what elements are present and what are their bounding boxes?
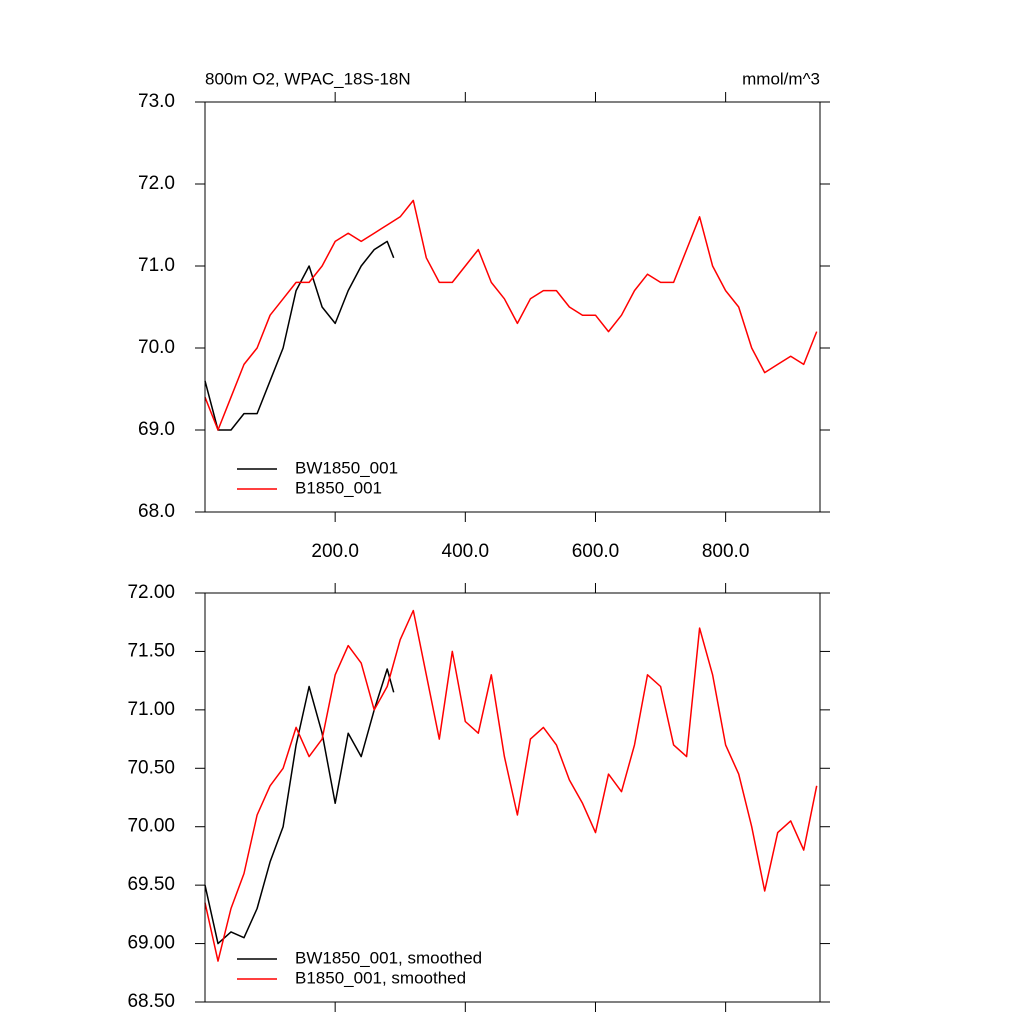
y-tick-label: 69.00: [127, 933, 175, 954]
x-tick-label: 800.0: [702, 541, 750, 562]
y-tick-label: 70.00: [127, 816, 175, 837]
y-tick-label: 70.50: [127, 757, 175, 778]
y-tick-label: 69.0: [138, 419, 175, 440]
legend-label: B1850_001, smoothed: [295, 968, 466, 987]
y-tick-label: 71.00: [127, 699, 175, 720]
y-tick-label: 69.50: [127, 874, 175, 895]
y-tick-label: 73.0: [138, 91, 175, 112]
data-line: [204, 609, 818, 962]
x-tick-label: 400.0: [442, 541, 490, 562]
y-tick-label: 71.0: [138, 255, 175, 276]
y-tick-label: 72.00: [127, 582, 175, 603]
y-tick-label: 68.0: [138, 501, 175, 522]
plot-frame: [204, 592, 821, 1003]
chart-title: 800m O2, WPAC_18S-18N: [205, 69, 411, 88]
y-tick-label: 70.0: [138, 337, 175, 358]
legend-label: BW1850_001, smoothed: [295, 948, 482, 967]
y-tick-label: 72.0: [138, 173, 175, 194]
data-line: [204, 240, 395, 431]
y-tick-label: 71.50: [127, 640, 175, 661]
data-line: [204, 199, 818, 431]
x-tick-label: 600.0: [572, 541, 620, 562]
x-tick-label: 200.0: [311, 541, 359, 562]
plot-frame: [204, 101, 821, 513]
y-tick-label: 68.50: [127, 991, 175, 1012]
legend-label: B1850_001: [295, 478, 382, 497]
data-line: [204, 668, 395, 945]
units-label: mmol/m^3: [742, 69, 820, 88]
legend-label: BW1850_001: [295, 458, 398, 477]
